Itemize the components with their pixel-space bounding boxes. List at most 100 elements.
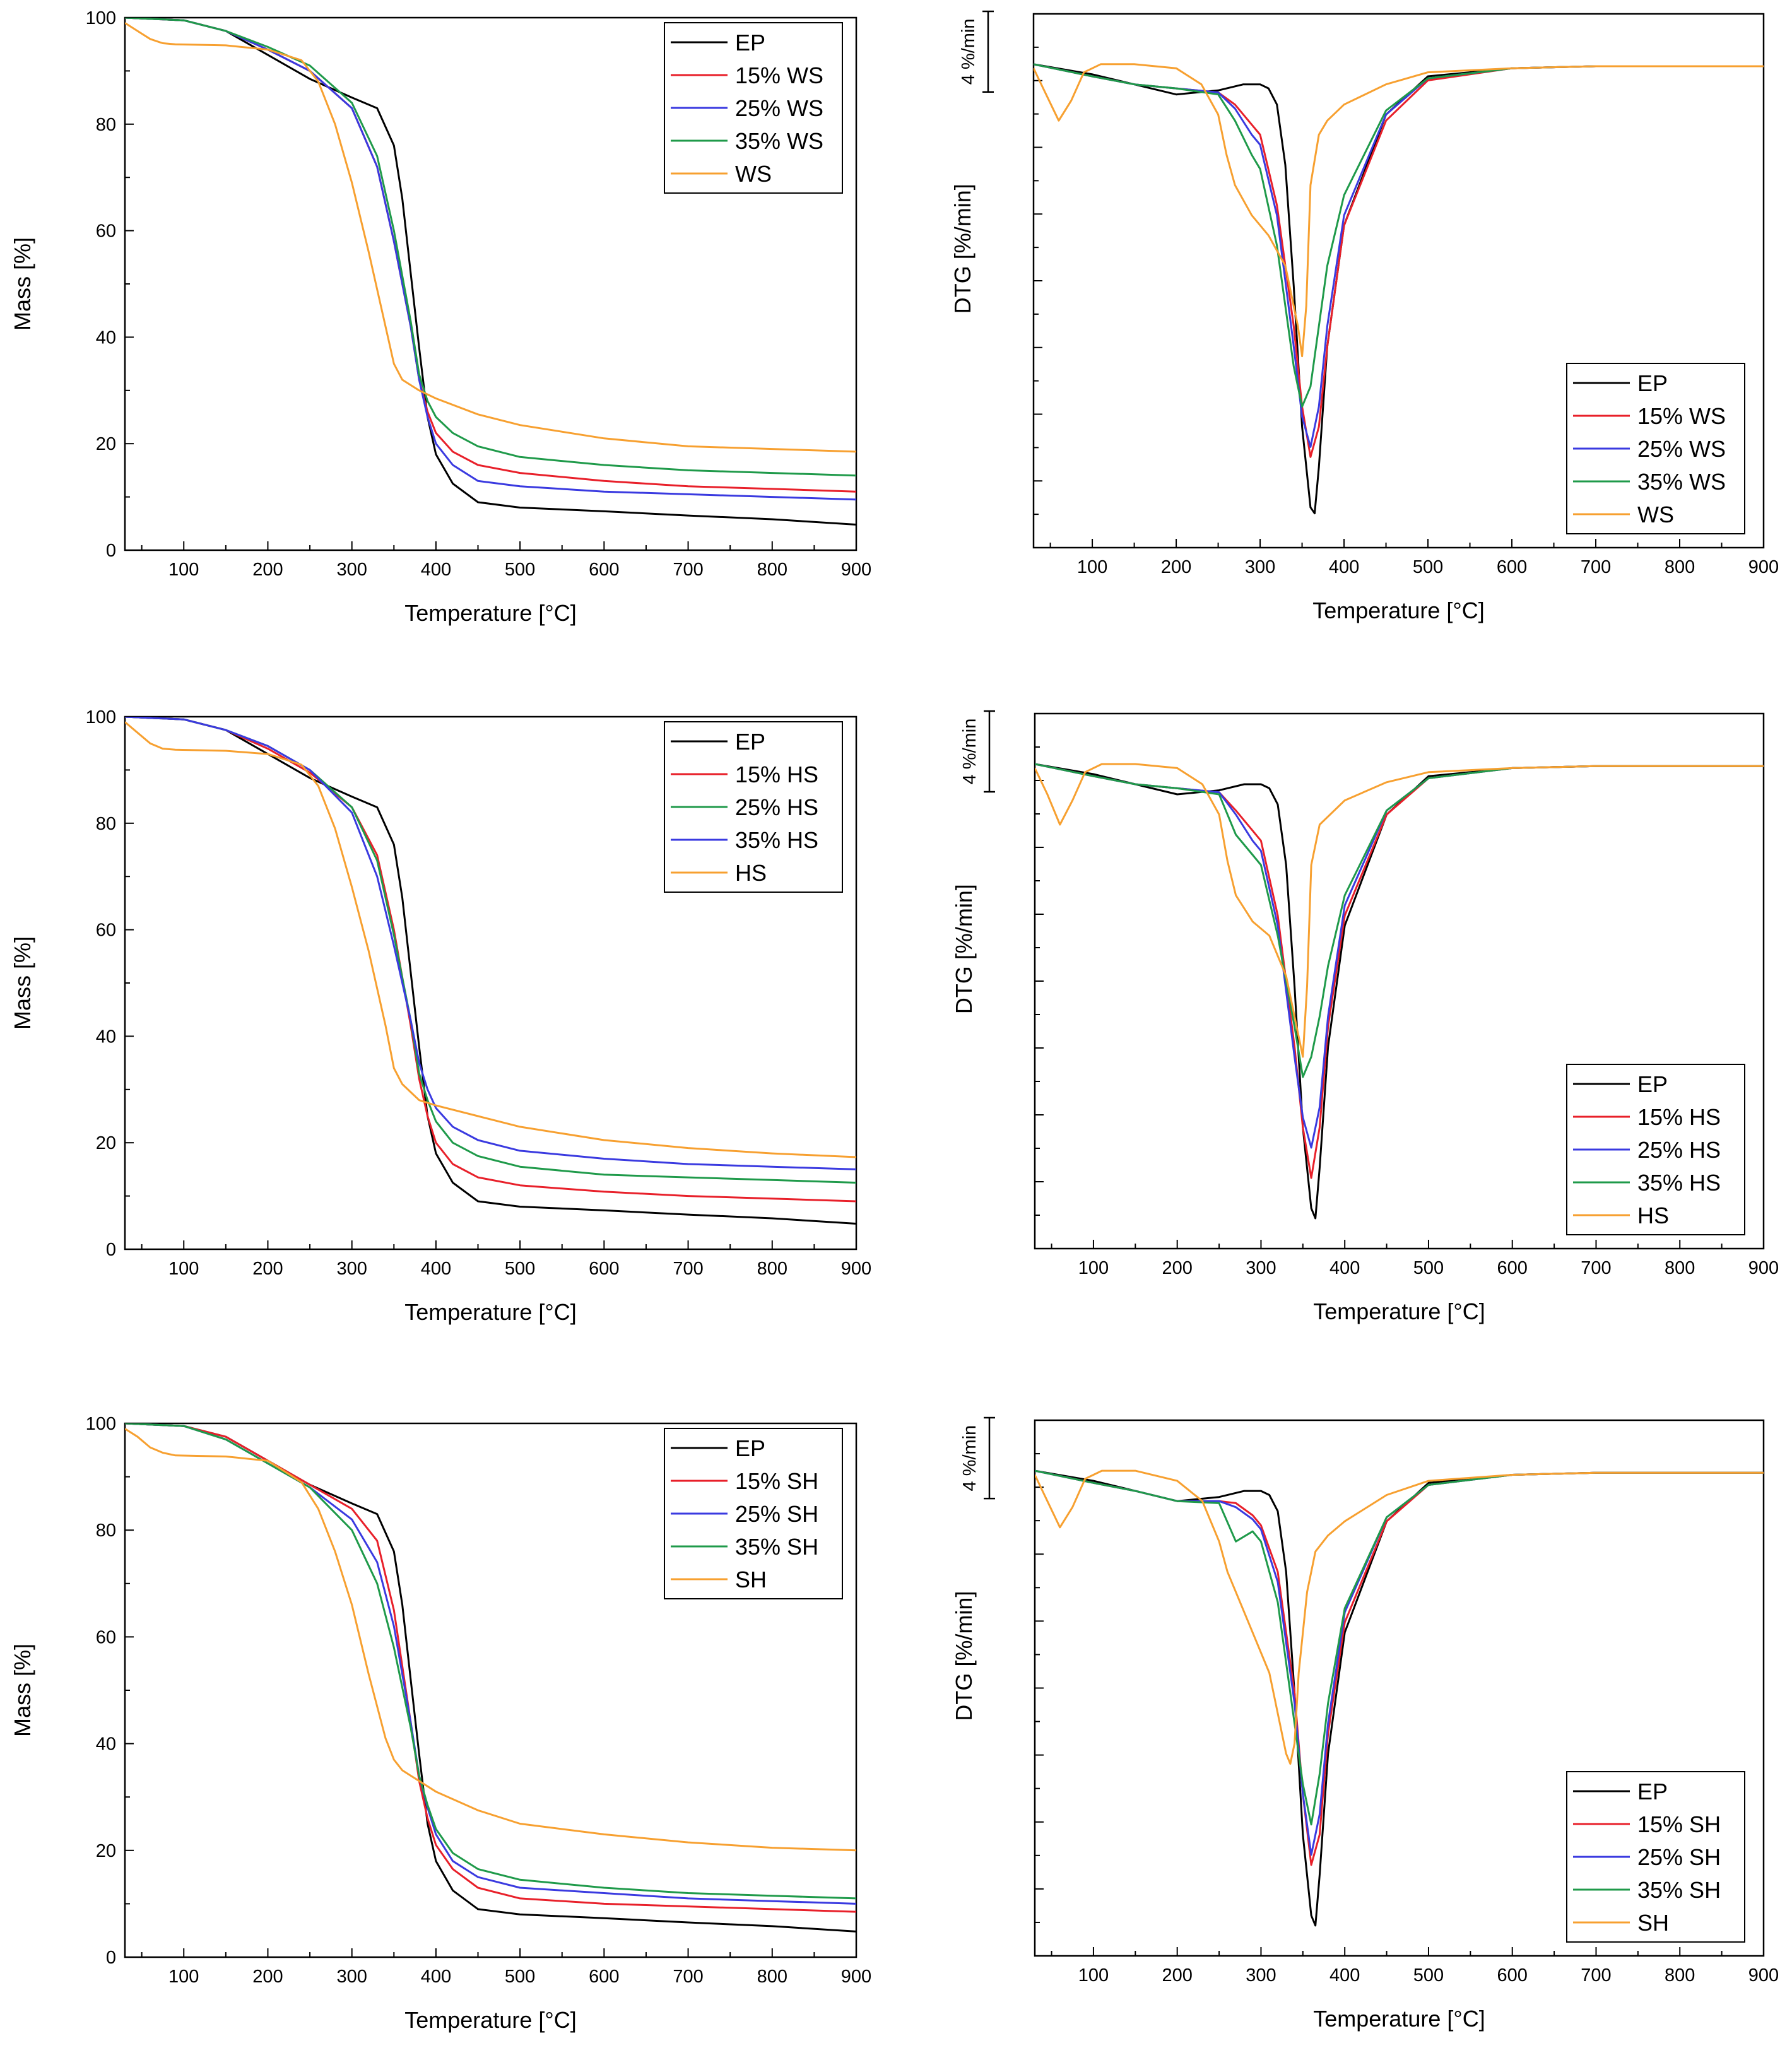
y-tick-label: 80 xyxy=(96,115,116,135)
x-tick-label: 300 xyxy=(336,1967,367,1987)
x-tick-label: 200 xyxy=(252,1967,283,1987)
x-tick-label: 400 xyxy=(1329,1258,1360,1278)
legend-label: EP xyxy=(1637,1071,1668,1097)
legend-box xyxy=(664,22,843,194)
series-line-ep xyxy=(125,18,856,526)
x-tick-label: 600 xyxy=(589,1967,619,1987)
x-tick-label: 600 xyxy=(1497,557,1527,577)
x-tick-label: 900 xyxy=(841,1967,871,1987)
x-tick-label: 500 xyxy=(505,560,535,580)
x-tick-label: 200 xyxy=(1162,1965,1192,1986)
x-tick-label: 400 xyxy=(421,1967,451,1987)
chart-dtg-hs: 100 200 300 400 500 600 700 800 900 Temperature [… xyxy=(951,710,1779,1324)
x-tick-label: 800 xyxy=(1665,1258,1695,1278)
x-tick-label: 300 xyxy=(336,560,367,580)
series-group xyxy=(125,1423,856,1933)
x-tick-label: 500 xyxy=(505,1967,535,1987)
y-tick-label: 100 xyxy=(86,707,116,727)
x-tick-label: 800 xyxy=(1665,1965,1695,1986)
x-tick-label: 300 xyxy=(336,1259,367,1279)
y-tick-label: 20 xyxy=(96,434,116,454)
legend-label: 35% SH xyxy=(1637,1877,1721,1903)
y-axis-title: DTG [%/min] xyxy=(950,184,976,314)
x-tick-label: 900 xyxy=(841,560,871,580)
series-line-hs xyxy=(1035,763,1764,1058)
y-axis-title: Mass [%] xyxy=(9,1644,35,1737)
series-line-ep xyxy=(125,717,856,1225)
series-line-35-hs xyxy=(125,717,856,1170)
y-axis-title: DTG [%/min] xyxy=(951,884,977,1014)
x-tick-label: 600 xyxy=(1497,1258,1528,1278)
legend-label: WS xyxy=(735,161,772,187)
series-group xyxy=(125,717,856,1225)
y-tick-label: 20 xyxy=(96,1133,116,1153)
series-group xyxy=(125,18,856,526)
x-axis-title: Temperature [°C] xyxy=(404,2007,577,2033)
x-tick-label: 100 xyxy=(168,560,199,580)
x-tick-label: 500 xyxy=(505,1259,535,1279)
x-tick-label: 900 xyxy=(1748,557,1779,577)
x-tick-label: 400 xyxy=(421,1259,451,1279)
scale-bar-label: 4 %/min xyxy=(958,18,979,85)
legend-label: 35% HS xyxy=(735,827,818,853)
x-tick-label: 300 xyxy=(1246,1258,1276,1278)
legend-label: EP xyxy=(735,1435,765,1461)
y-tick-label: 0 xyxy=(106,1948,116,1968)
y-axis-title: DTG [%/min] xyxy=(951,1591,977,1721)
y-axis-title: Mass [%] xyxy=(9,237,35,331)
x-tick-label: 800 xyxy=(757,560,787,580)
legend-label: 35% HS xyxy=(1637,1170,1721,1196)
x-tick-label: 700 xyxy=(673,1259,703,1279)
x-tick-label: 100 xyxy=(1077,557,1107,577)
x-tick-label: 100 xyxy=(1078,1258,1109,1278)
x-axis-title: Temperature [°C] xyxy=(1313,1298,1485,1324)
y-tick-label: 20 xyxy=(96,1841,116,1861)
series-group xyxy=(1035,1469,1764,1927)
x-tick-label: 100 xyxy=(1078,1965,1109,1986)
y-tick-label: 80 xyxy=(96,814,116,834)
legend-label: 15% HS xyxy=(1637,1104,1721,1130)
series-line-sh xyxy=(1035,1469,1764,1765)
series-line-15-hs xyxy=(125,717,856,1203)
x-tick-label: 400 xyxy=(421,560,451,580)
x-axis-title: Temperature [°C] xyxy=(1313,2006,1485,2032)
scale-bar-label: 4 %/min xyxy=(960,719,980,785)
x-tick-label: 800 xyxy=(1665,557,1695,577)
series-line-35-sh xyxy=(1035,1469,1764,1826)
x-tick-label: 200 xyxy=(1161,557,1191,577)
scale-bar-label: 4 %/min xyxy=(960,1425,980,1492)
x-tick-label: 100 xyxy=(168,1259,199,1279)
x-tick-label: 700 xyxy=(1581,1258,1611,1278)
x-axis-title: Temperature [°C] xyxy=(404,600,577,626)
x-axis-title: Temperature [°C] xyxy=(404,1299,577,1325)
series-line-ws xyxy=(1034,63,1764,358)
legend-label: 25% SH xyxy=(1637,1844,1721,1870)
legend-label: 25% SH xyxy=(735,1501,818,1527)
x-tick-label: 600 xyxy=(1497,1965,1528,1986)
y-tick-label: 60 xyxy=(96,921,116,941)
legend-label: 35% SH xyxy=(735,1534,818,1560)
legend-label: HS xyxy=(1637,1203,1669,1228)
x-tick-label: 600 xyxy=(589,1259,619,1279)
series-line-35-ws xyxy=(125,18,856,477)
legend-label: 15% WS xyxy=(735,62,823,88)
x-tick-label: 400 xyxy=(1329,557,1359,577)
legend-label: 35% WS xyxy=(1637,469,1726,495)
legend-label: 15% SH xyxy=(735,1468,818,1494)
y-tick-label: 0 xyxy=(106,1240,116,1260)
x-tick-label: 900 xyxy=(1748,1965,1779,1986)
x-tick-label: 500 xyxy=(1413,557,1443,577)
x-tick-label: 900 xyxy=(841,1259,871,1279)
legend-label: 25% WS xyxy=(1637,436,1726,462)
series-group xyxy=(1034,63,1764,515)
x-tick-label: 500 xyxy=(1413,1965,1444,1986)
x-tick-label: 200 xyxy=(1162,1258,1192,1278)
series-group xyxy=(1035,763,1764,1220)
series-line-35-sh xyxy=(125,1423,856,1900)
x-tick-label: 800 xyxy=(757,1967,787,1987)
legend-label: EP xyxy=(735,729,765,755)
series-line-ep xyxy=(1035,1469,1764,1927)
chart-dtg-sh: 100 200 300 400 500 600 700 800 900 Temperature [… xyxy=(951,1416,1779,2032)
